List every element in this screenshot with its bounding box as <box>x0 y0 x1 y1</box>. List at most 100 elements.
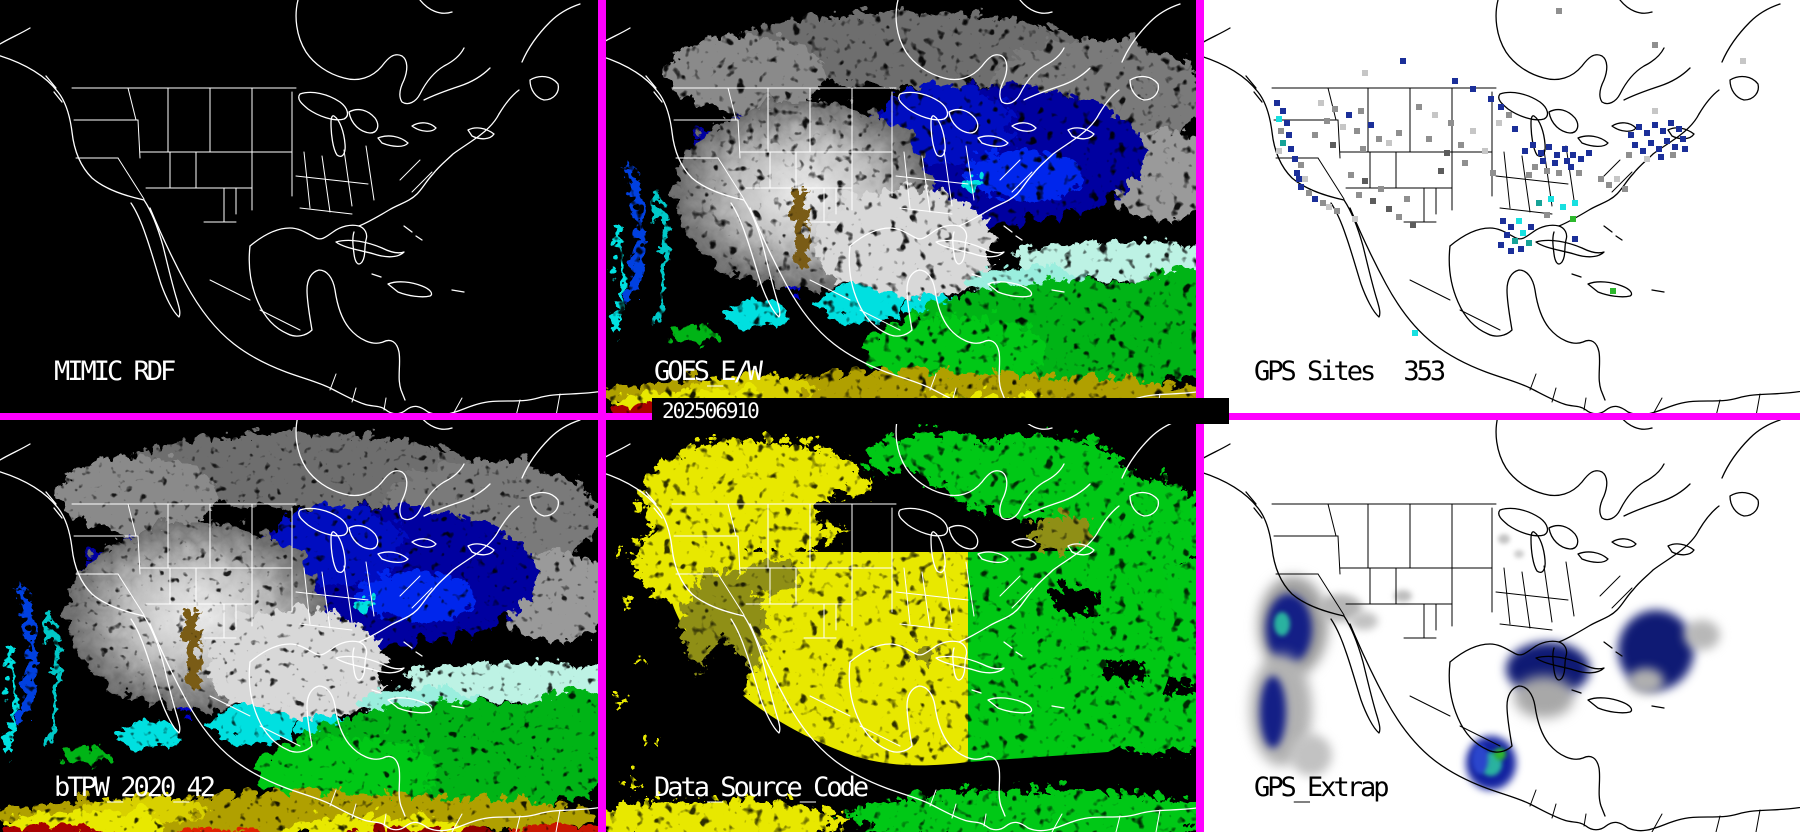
gps-site-marker <box>1498 104 1504 110</box>
panel-label-mimic-rdf: MIMIC RDF <box>54 356 176 387</box>
gps-site-marker <box>1352 216 1358 222</box>
gps-site-marker <box>1652 42 1658 48</box>
gps-site-marker <box>1506 112 1512 118</box>
gps-site-marker <box>1570 216 1576 222</box>
gps-site-marker <box>1360 146 1366 152</box>
gps-site-marker <box>1644 156 1650 162</box>
gps-site-marker <box>1614 176 1620 182</box>
panel-label-gps-sites: GPS Sites 353 <box>1254 356 1446 387</box>
gps-extrap-blob <box>1260 676 1286 748</box>
gps-site-marker <box>1326 204 1332 210</box>
data-source-imagery <box>600 416 1200 832</box>
gps-site-marker <box>1520 230 1526 236</box>
gps-site-marker <box>1652 122 1658 128</box>
panel-goes-ew[interactable]: GOES_E/W <box>600 0 1200 416</box>
gps-site-marker <box>1444 150 1450 156</box>
gps-site-marker <box>1348 172 1354 178</box>
gps-site-marker <box>1432 112 1438 118</box>
gps-site-marker <box>1522 148 1528 154</box>
gps-site-marker <box>1288 146 1294 152</box>
gps-site-marker <box>1576 170 1582 176</box>
gps-site-marker <box>1552 160 1558 166</box>
gps-site-marker <box>1396 130 1402 136</box>
gps-site-marker <box>1586 150 1592 156</box>
panel-btpw[interactable]: bTPW_2020_42 <box>0 416 600 832</box>
gps-extrap-blob <box>1394 590 1412 602</box>
gps-extrap-blob <box>1350 612 1378 630</box>
gps-extrap-blob <box>1290 734 1332 776</box>
gps-site-marker <box>1284 120 1290 126</box>
gps-site-marker <box>1556 170 1562 176</box>
panel-label-goes-ew: GOES_E/W <box>654 356 763 387</box>
gps-site-marker <box>1312 132 1318 138</box>
gps-site-marker <box>1426 136 1432 142</box>
gps-site-marker <box>1346 112 1352 118</box>
gps-site-marker <box>1296 176 1302 182</box>
gps-site-marker <box>1358 108 1364 114</box>
panel-data-source-code[interactable]: Data_Source_Code <box>600 416 1200 832</box>
gps-site-marker <box>1318 100 1324 106</box>
gps-site-marker <box>1628 132 1634 138</box>
gps-site-marker <box>1660 128 1666 134</box>
gps-site-marker <box>1356 192 1362 198</box>
gps-site-marker <box>1668 120 1674 126</box>
panel-gps-extrap[interactable]: GPS_Extrap <box>1200 416 1800 832</box>
gps-site-marker <box>1516 218 1522 224</box>
gps-site-marker <box>1324 118 1330 124</box>
gps-site-marker <box>1334 208 1340 214</box>
gps-site-marker <box>1396 214 1402 220</box>
gps-sites-marker-layer <box>1200 0 1800 416</box>
panel-gps-sites[interactable]: GPS Sites 353 <box>1200 0 1800 416</box>
panel-mimic-rdf[interactable]: MIMIC RDF <box>0 0 600 416</box>
gps-site-marker <box>1562 146 1568 152</box>
gps-site-marker <box>1378 186 1384 192</box>
gps-site-marker <box>1458 142 1464 148</box>
btpw-imagery <box>0 416 600 832</box>
gps-site-marker <box>1508 248 1514 254</box>
gps-site-marker <box>1610 288 1616 294</box>
gps-extrap-blob <box>1684 620 1720 650</box>
gps-site-marker <box>1376 136 1382 142</box>
na-map-outline <box>0 0 600 416</box>
gps-site-marker <box>1632 142 1638 148</box>
gps-site-marker <box>1572 200 1578 206</box>
gps-site-marker <box>1560 204 1566 210</box>
gps-site-marker <box>1320 200 1326 206</box>
gps-site-marker <box>1332 106 1338 112</box>
gps-site-marker <box>1312 196 1318 202</box>
gps-sites-label: GPS Sites <box>1254 356 1376 387</box>
gps-site-marker <box>1544 212 1550 218</box>
gps-site-marker <box>1362 70 1368 76</box>
gps-sites-count: 353 <box>1403 356 1446 387</box>
gps-site-marker <box>1672 144 1678 150</box>
gps-site-marker <box>1500 218 1506 224</box>
gps-site-marker <box>1540 158 1546 164</box>
gps-site-marker <box>1386 206 1392 212</box>
gps-site-marker <box>1564 158 1570 164</box>
gps-site-marker <box>1648 140 1654 146</box>
gps-site-marker <box>1302 176 1308 182</box>
gps-site-marker <box>1416 104 1422 110</box>
gps-site-marker <box>1330 142 1336 148</box>
gps-site-marker <box>1286 132 1292 138</box>
gps-site-marker <box>1526 240 1532 246</box>
gps-extrap-blob <box>1472 744 1488 774</box>
gps-site-marker <box>1676 126 1682 132</box>
gps-site-marker <box>1370 198 1376 204</box>
gps-site-marker <box>1470 86 1476 92</box>
gps-site-marker <box>1276 148 1282 154</box>
gps-site-marker <box>1452 78 1458 84</box>
timestamp-bar: 202506910 <box>652 398 1229 424</box>
gps-site-marker <box>1526 172 1532 178</box>
gps-site-marker <box>1400 58 1406 64</box>
gps-extrap-blob-layer <box>1200 416 1800 832</box>
gps-site-marker <box>1538 150 1544 156</box>
gps-site-marker <box>1578 156 1584 162</box>
gps-site-marker <box>1626 152 1632 158</box>
gps-extrap-blob <box>1628 668 1664 694</box>
gps-site-marker <box>1640 148 1646 154</box>
gps-site-marker <box>1652 108 1658 114</box>
gps-site-marker <box>1280 140 1286 146</box>
gps-site-marker <box>1546 144 1552 150</box>
gps-site-marker <box>1636 124 1642 130</box>
